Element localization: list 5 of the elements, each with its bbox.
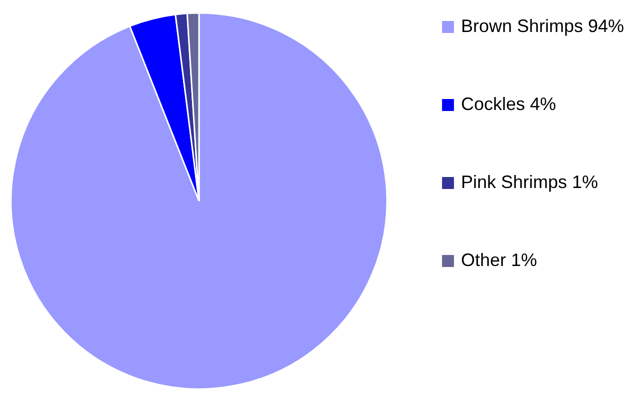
legend-label: Pink Shrimps 1% [461,172,598,192]
legend-label: Brown Shrimps 94% [461,16,624,36]
legend-label: Other 1% [461,250,538,270]
legend-label: Cockles 4% [461,94,556,114]
pie-slice [10,12,388,390]
